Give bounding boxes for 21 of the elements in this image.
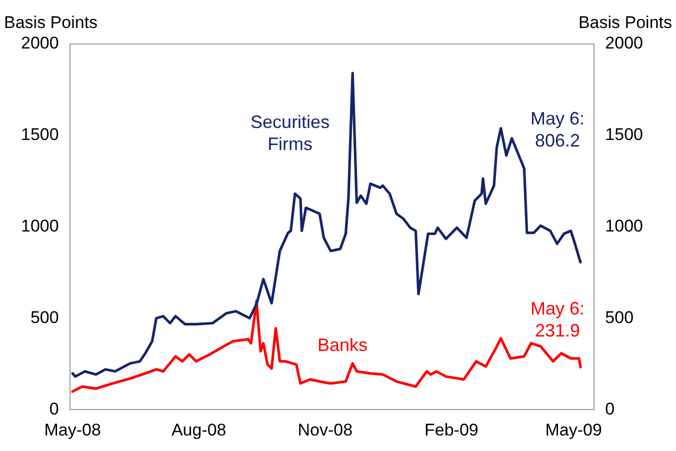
y2-tick-label: 1000 [605, 216, 644, 236]
annotation: May 6: 806.2 [530, 108, 584, 150]
y2-tick-label: 2000 [605, 34, 644, 53]
x-tick-label: May-09 [545, 420, 602, 440]
y-axis-title: Basis Points [4, 13, 98, 32]
x-tick-label: Aug-08 [171, 420, 226, 440]
y2-axis-title: Basis Points [578, 13, 672, 32]
x-tick-label: May-08 [44, 420, 101, 440]
x-tick-label: Feb-09 [424, 420, 478, 440]
y2-tick-label: 0 [605, 399, 615, 418]
x-tick-label: Nov-08 [298, 420, 353, 440]
y2-tick-label: 1500 [605, 125, 644, 144]
series-label: Securities Firms [250, 112, 330, 154]
annotation: May 6: 231.9 [530, 298, 584, 341]
series-label: Banks [317, 335, 368, 356]
y-tick-label: 1500 [20, 125, 59, 144]
y-tick-label: 0 [49, 399, 59, 418]
y-tick-label: 2000 [20, 34, 59, 53]
y-tick-label: 1000 [20, 216, 59, 236]
y-tick-label: 500 [30, 308, 59, 327]
y2-tick-label: 500 [605, 308, 634, 327]
